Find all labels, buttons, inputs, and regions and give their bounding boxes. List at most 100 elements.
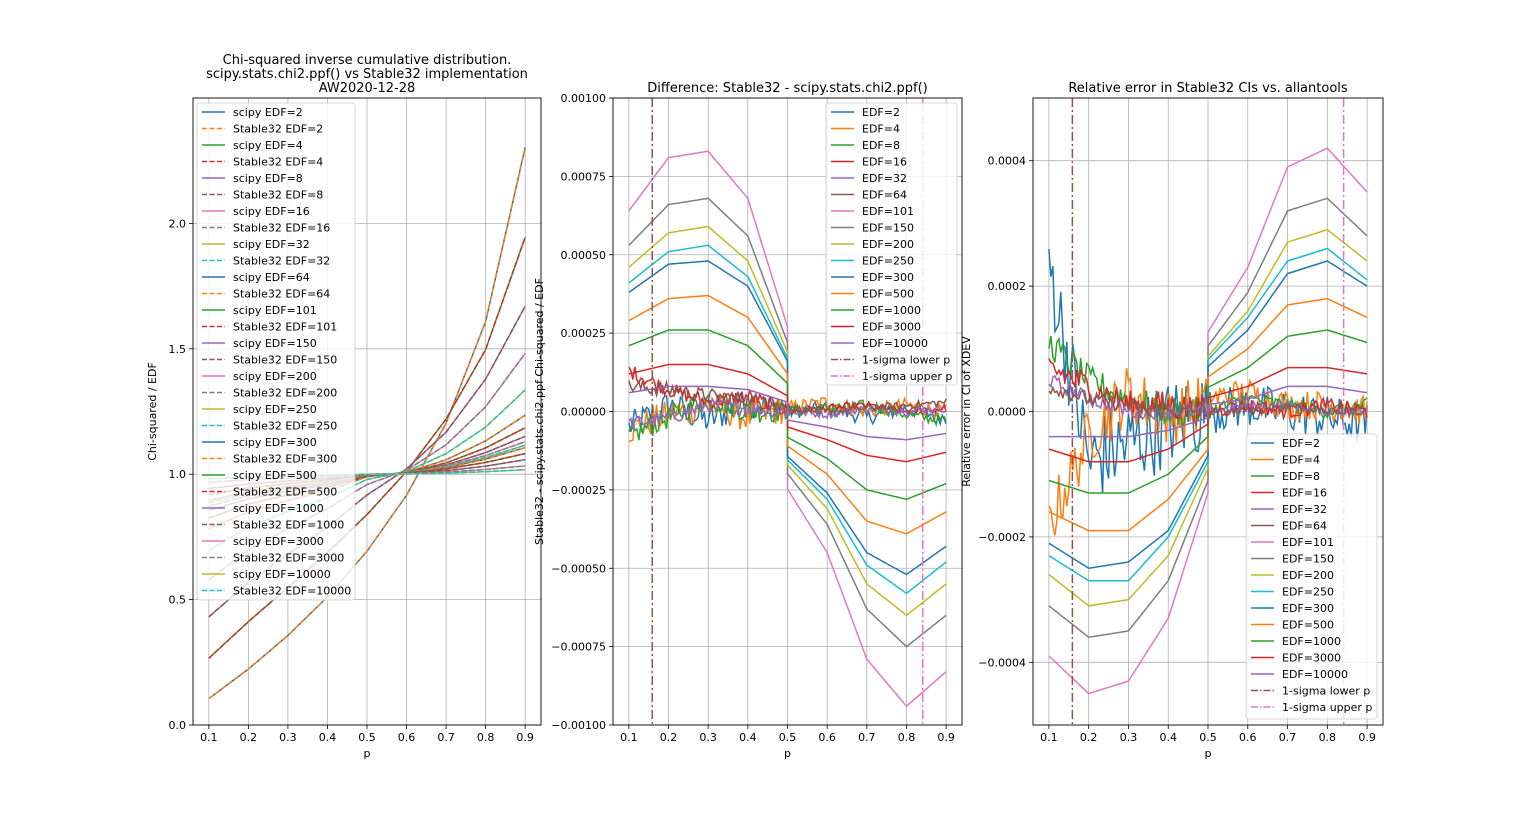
series-line: [208, 147, 526, 700]
legend-label: Stable32 EDF=16: [233, 222, 330, 235]
legend-label: Stable32 EDF=8: [233, 189, 323, 202]
y-tick-label: 0.0002: [988, 280, 1027, 293]
legend-label: Stable32 EDF=1000: [233, 519, 344, 532]
legend-label: Stable32 EDF=200: [233, 387, 337, 400]
legend-label: EDF=300: [862, 271, 914, 284]
legend-label: EDF=16: [862, 156, 907, 169]
legend-label: scipy EDF=64: [233, 271, 310, 284]
chart-title: Chi-squared inverse cumulative distribut…: [223, 53, 512, 68]
legend-label: EDF=200: [862, 238, 914, 251]
legend-label: EDF=101: [1282, 536, 1334, 549]
legend-label: 1-sigma upper p: [862, 370, 952, 383]
y-tick-label: −0.00075: [551, 641, 606, 654]
y-tick-label: 0.00075: [561, 170, 607, 183]
x-tick-label: 0.8: [477, 731, 495, 744]
x-axis-label: p: [364, 747, 371, 760]
chart-title: AW2020-12-28: [319, 81, 416, 96]
y-tick-label: 2.0: [169, 217, 187, 230]
chart-title: scipy.stats.chi2.ppf() vs Stable32 imple…: [206, 67, 528, 82]
legend-label: scipy EDF=8: [233, 172, 303, 185]
legend-label: 1-sigma lower p: [1282, 685, 1370, 698]
legend-label: EDF=3000: [1282, 652, 1341, 665]
legend: EDF=2 EDF=4 EDF=8 EDF=16 EDF=32 EDF=64 EDF=101…: [825, 102, 958, 386]
legend-label: EDF=2: [1282, 437, 1320, 450]
x-tick-label: 0.7: [437, 731, 455, 744]
legend-label: Stable32 EDF=250: [233, 420, 337, 433]
legend-label: EDF=250: [862, 255, 914, 268]
y-tick-label: −0.00100: [551, 719, 606, 732]
legend-label: EDF=4: [1282, 454, 1320, 467]
x-tick-label: 0.5: [358, 731, 376, 744]
legend-label: Stable32 EDF=4: [233, 156, 323, 169]
legend-label: EDF=150: [862, 222, 914, 235]
x-axis-label: p: [1205, 747, 1212, 760]
y-tick-label: −0.0002: [978, 531, 1026, 544]
y-axis-label: Stable32 - scipy.stats.chi2.ppf Chi-squa…: [533, 278, 546, 545]
legend-label: EDF=300: [1282, 602, 1334, 615]
y-tick-label: 0.5: [169, 594, 187, 607]
y-tick-label: −0.0004: [978, 656, 1026, 669]
series-line: [208, 236, 526, 659]
y-axis-label: Chi-squared / EDF: [146, 362, 159, 461]
legend-label: scipy EDF=3000: [233, 535, 324, 548]
legend-label: scipy EDF=500: [233, 469, 317, 482]
legend-label: EDF=1000: [1282, 635, 1341, 648]
x-tick-label: 0.5: [1199, 731, 1217, 744]
legend-label: EDF=500: [862, 288, 914, 301]
x-tick-label: 0.9: [937, 731, 955, 744]
x-tick-label: 0.3: [1120, 731, 1138, 744]
legend-label: scipy EDF=1000: [233, 502, 324, 515]
legend-label: Stable32 EDF=101: [233, 321, 337, 334]
legend-label: scipy EDF=150: [233, 337, 317, 350]
x-tick-label: 0.3: [279, 731, 297, 744]
legend-label: Stable32 EDF=150: [233, 354, 337, 367]
legend: EDF=2 EDF=4 EDF=8 EDF=16 EDF=32 EDF=64 EDF=101…: [1245, 433, 1378, 720]
x-tick-label: 0.9: [516, 731, 534, 744]
x-tick-label: 0.2: [660, 731, 678, 744]
legend-label: Stable32 EDF=32: [233, 255, 330, 268]
legend-label: EDF=64: [1282, 520, 1327, 533]
legend-label: scipy EDF=101: [233, 304, 317, 317]
chart-panel-1: 0.1 0.2 0.3 0.4 0.5 0.6 0.7 0.8 0.9 0.0 0.5 1.0 1.5 2…: [146, 53, 542, 760]
legend-label: EDF=2: [862, 106, 900, 119]
legend-label: EDF=200: [1282, 569, 1334, 582]
x-tick-label: 0.2: [240, 731, 258, 744]
legend-label: EDF=16: [1282, 487, 1327, 500]
legend-label: scipy EDF=4: [233, 139, 303, 152]
legend-box: [825, 102, 958, 386]
chart-title: Relative error in Stable32 CIs vs. allan…: [1068, 81, 1348, 96]
legend-label: EDF=10000: [862, 337, 928, 350]
legend-label: EDF=4: [862, 123, 900, 136]
legend-label: 1-sigma lower p: [862, 354, 950, 367]
x-axis-label: p: [784, 747, 791, 760]
x-tick-label: 0.4: [319, 731, 337, 744]
y-tick-label: −0.00025: [551, 484, 606, 497]
series-line: [628, 385, 947, 441]
legend-box: [1245, 433, 1378, 720]
x-tick-label: 0.3: [699, 731, 717, 744]
x-tick-label: 0.4: [1159, 731, 1177, 744]
legend-label: 1-sigma upper p: [1282, 701, 1372, 714]
x-tick-label: 0.9: [1358, 731, 1376, 744]
chart-title: Difference: Stable32 - scipy.stats.chi2.…: [647, 81, 927, 96]
legend-label: Stable32 EDF=3000: [233, 552, 344, 565]
legend-label: EDF=3000: [862, 321, 921, 334]
series-line: [1048, 385, 1368, 438]
y-axis-label: Relative error in CI of XDEV: [960, 336, 973, 487]
legend-label: EDF=150: [1282, 553, 1334, 566]
legend-label: scipy EDF=250: [233, 403, 317, 416]
x-tick-label: 0.8: [1319, 731, 1337, 744]
legend-label: Stable32 EDF=2: [233, 123, 323, 136]
x-tick-label: 0.8: [898, 731, 916, 744]
x-tick-label: 0.6: [398, 731, 416, 744]
legend-label: EDF=500: [1282, 619, 1334, 632]
legend-label: scipy EDF=2: [233, 106, 303, 119]
legend-label: Stable32 EDF=300: [233, 453, 337, 466]
y-tick-label: 0.00000: [561, 406, 607, 419]
legend-label: EDF=8: [1282, 470, 1320, 483]
series-group: [1048, 147, 1368, 695]
legend-label: scipy EDF=10000: [233, 568, 331, 581]
series-group: [628, 150, 947, 708]
legend: scipy EDF=2 Stable32 EDF=2 scipy EDF=4 Stab…: [196, 102, 356, 601]
